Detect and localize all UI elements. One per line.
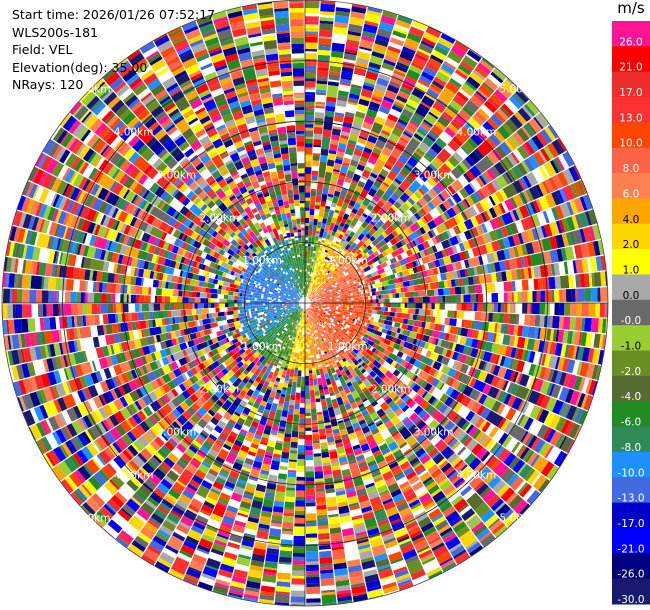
ring-label-5-1: 5.00km <box>499 84 539 96</box>
colorbar-swatch-14 <box>612 375 650 402</box>
gate-group-18 <box>2 8 608 599</box>
colorbar-swatch-20 <box>612 528 650 554</box>
colorbar: 26.0 21.0 17.0 13.0 10.0 8.0 6.0 4.0 2.0 1.0 0.0 -0… <box>612 21 650 606</box>
colorbar-label-5: 8.0 <box>623 163 640 175</box>
colorbar-label-20: -21.0 <box>617 543 644 555</box>
ring-label-3-0: 3.00km <box>157 169 197 181</box>
scan-info: Start time: 2026/01/26 07:52:17 WLS200s-… <box>12 6 215 94</box>
colorbar-swatch-16 <box>612 426 650 453</box>
colorbar-swatch-5 <box>612 147 650 174</box>
colorbar-swatch-15 <box>612 401 650 427</box>
colorbar-label-4: 10.0 <box>619 138 642 150</box>
colorbar-label-7: 4.0 <box>623 214 640 226</box>
colorbar-swatch-13 <box>612 350 650 377</box>
colorbar-label-14: -4.0 <box>621 391 642 403</box>
colorbar-label-18: -13.0 <box>617 493 644 505</box>
colorbar-swatch-4 <box>612 122 650 149</box>
colorbar-label-2: 17.0 <box>619 87 642 99</box>
gate-group-20 <box>27 6 605 571</box>
ring-label-2-0: 2.00km <box>199 212 239 224</box>
colorbar-label-11: -0.0 <box>621 315 642 327</box>
ring-label-4-0: 4.00km <box>114 127 154 139</box>
range-rings <box>1 0 609 607</box>
ring-label-5-3: 5.00km <box>499 512 539 524</box>
colorbar-label-12: -1.0 <box>621 341 642 353</box>
ring-label-2-2: 2.00km <box>199 384 239 396</box>
elevation-text: Elevation(deg): 35.00 <box>12 59 148 75</box>
colorbar-label-17: -10.0 <box>617 467 644 479</box>
colorbar-swatch-22 <box>612 578 650 605</box>
colorbar-unit: m/s <box>617 0 645 17</box>
ring-label-2-1: 2.00km <box>371 212 411 224</box>
colorbar-label-13: -2.0 <box>621 366 642 378</box>
ring-label-4-2: 4.00km <box>114 469 154 481</box>
colorbar-label-0: 26.0 <box>619 36 642 48</box>
ring-label-3-2: 3.00km <box>157 427 197 439</box>
colorbar-label-22: -30.0 <box>617 594 644 606</box>
colorbar-label-6: 6.0 <box>623 188 640 200</box>
ring-label-4-1: 4.00km <box>457 127 497 139</box>
colorbar-swatch-3 <box>612 97 650 123</box>
range-ring-labels: 1.00km 1.00km 1.00km 1.00km 2.00km 2.00km 2.00… <box>71 84 539 525</box>
colorbar-swatch-19 <box>612 502 650 529</box>
gate-group-11 <box>16 0 609 604</box>
colorbar-swatch-18 <box>612 477 650 504</box>
colorbar-swatch-1 <box>612 46 650 73</box>
colorbar-label-19: -17.0 <box>617 518 644 530</box>
ring-label-3-3: 3.00km <box>414 427 454 439</box>
gate-group-22 <box>3 0 609 597</box>
colorbar-swatch-17 <box>612 451 650 478</box>
ring-label-3-1: 3.00km <box>414 169 454 181</box>
gate-group-3 <box>2 23 596 598</box>
colorbar-label-10: 0.0 <box>623 290 640 302</box>
ring-label-1-3: 1.00km <box>328 341 368 353</box>
field-text: Field: VEL <box>12 42 73 57</box>
nrays-text: NRays: 120 <box>12 77 84 92</box>
colorbar-swatch-2 <box>612 71 650 98</box>
instrument-text: WLS200s-181 <box>12 24 98 40</box>
colorbar-swatch-8 <box>612 223 650 250</box>
colorbar-label-16: -8.0 <box>621 442 642 454</box>
ring-label-1-0: 1.00km <box>242 255 282 267</box>
colorbar-swatch-9 <box>612 249 650 275</box>
ring-label-1-1: 1.00km <box>328 255 368 267</box>
ring-label-5-0: 5.00km <box>71 84 111 96</box>
colorbar-swatch-0 <box>612 21 650 47</box>
ring-label-1-2: 1.00km <box>242 341 282 353</box>
colorbar-label-9: 1.0 <box>623 265 640 277</box>
colorbar-swatch-6 <box>612 173 650 199</box>
colorbar-label-21: -26.0 <box>617 569 644 581</box>
colorbar-swatch-12 <box>612 325 650 351</box>
colorbar-label-8: 2.0 <box>623 239 640 251</box>
start-time-text: Start time: 2026/01/26 07:52:17 <box>12 7 216 22</box>
ring-label-2-3: 2.00km <box>371 384 411 396</box>
ring-label-4-3: 4.00km <box>457 469 497 481</box>
colorbar-label-15: -6.0 <box>621 417 642 429</box>
colorbar-swatch-10 <box>612 274 650 301</box>
colorbar-label-3: 13.0 <box>619 112 642 124</box>
colorbar-swatch-11 <box>612 299 650 326</box>
ring-label-5-2: 5.00km <box>71 512 111 524</box>
colorbar-swatch-7 <box>612 198 650 225</box>
colorbar-label-1: 21.0 <box>619 62 642 74</box>
colorbar-swatch-21 <box>612 553 650 580</box>
